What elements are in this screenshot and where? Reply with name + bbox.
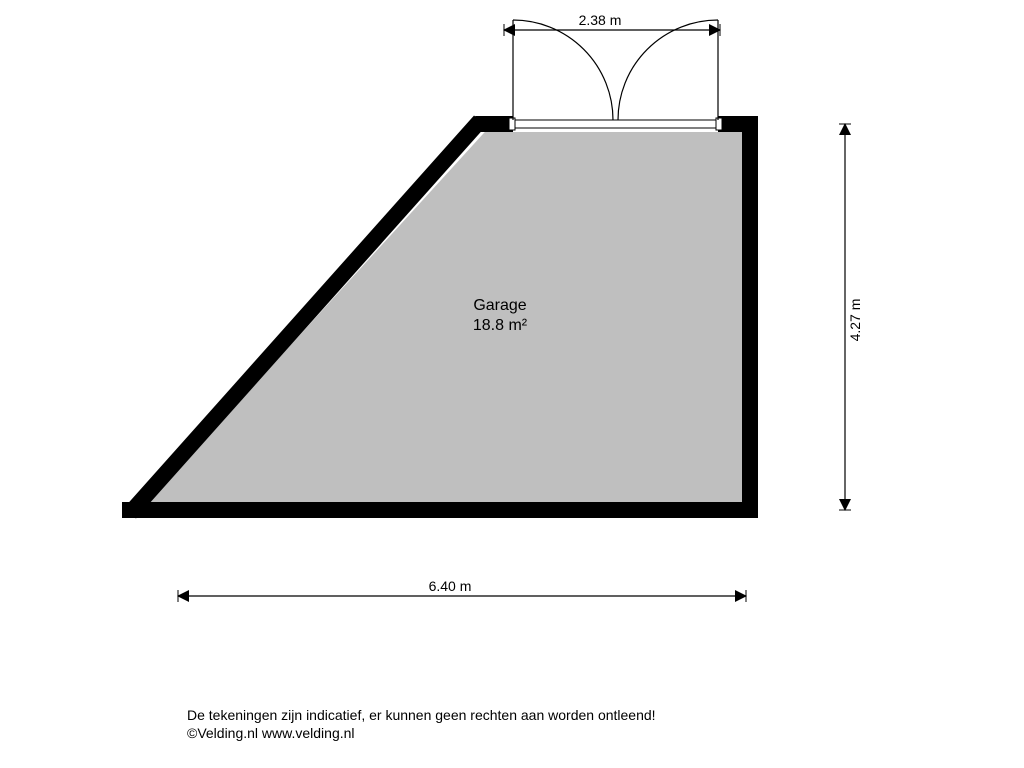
garage-fill xyxy=(148,132,742,502)
room-area-label: 18.8 m² xyxy=(473,317,528,334)
dimension-label: 4.27 m xyxy=(847,299,863,342)
floorplan-canvas: Garage 18.8 m² 2.38 m 6.40 m 4.27 m De tek… xyxy=(0,0,1024,768)
dimension-label: 6.40 m xyxy=(429,578,472,594)
double-door xyxy=(513,20,718,120)
footer-copyright: ©Velding.nl www.velding.nl xyxy=(187,725,355,741)
footer-disclaimer: De tekeningen zijn indicatief, er kunnen… xyxy=(187,707,656,723)
dimension-label: 2.38 m xyxy=(579,12,622,28)
room-name-label: Garage xyxy=(473,297,526,314)
